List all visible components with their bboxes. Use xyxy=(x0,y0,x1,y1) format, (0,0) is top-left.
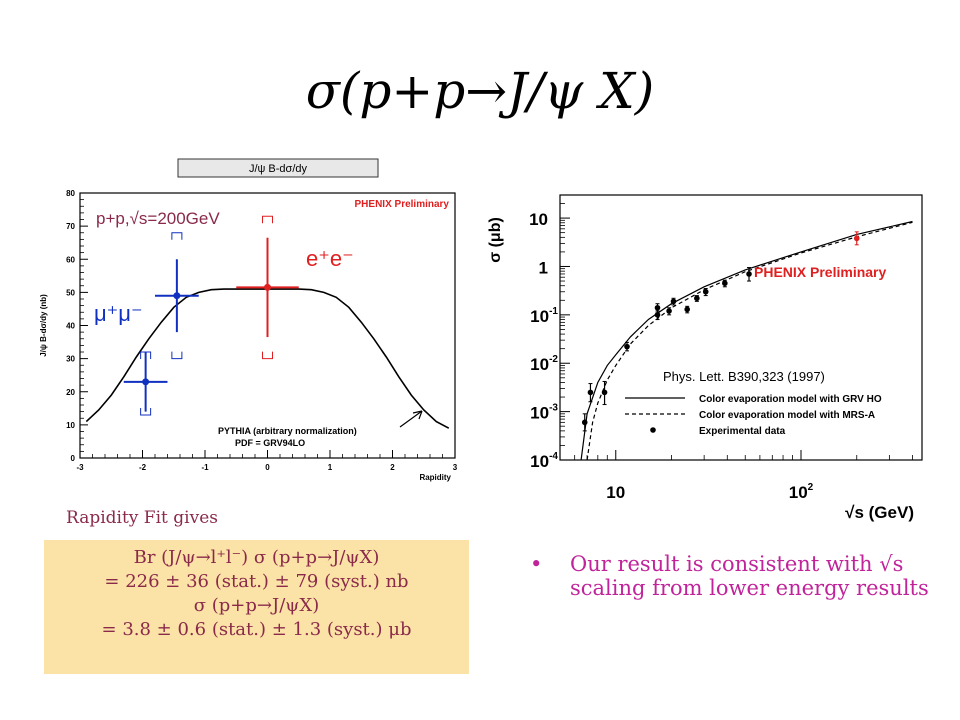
data-point xyxy=(173,292,181,300)
energy-label: p+p,√s=200GeV xyxy=(96,209,220,228)
y-tick-label: 30 xyxy=(66,355,75,364)
sys-bracket-top xyxy=(262,215,273,224)
data-point xyxy=(666,308,672,314)
y-tick-label: 10 xyxy=(66,421,75,430)
y-tick-label: 1 xyxy=(539,258,548,277)
fit-caption: Rapidity Fit gives xyxy=(66,508,218,528)
slide-title: σ(p+p→J/ψ X) xyxy=(305,62,655,120)
result-line: = 226 ± 36 (stat.) ± 79 (syst.) nb xyxy=(104,571,409,592)
plot-frame xyxy=(559,194,923,461)
y-tick-label: 0 xyxy=(71,454,76,463)
y-tick-label: 20 xyxy=(66,388,75,397)
x-tick-label: 0 xyxy=(265,463,270,472)
y-tick-label: 10 xyxy=(529,210,548,229)
mrs-a-curve xyxy=(586,221,913,461)
y-tick-label: 10-4 xyxy=(530,451,558,471)
x-tick-label: -3 xyxy=(76,463,84,472)
sys-bracket-bottom xyxy=(140,407,152,416)
sys-bracket-bottom xyxy=(171,351,183,360)
rapidity-chart-svg: J/ψ B-dσ/dy 0 10 20 30 40 50 60 70 80 -3 -2 -1 0 1 2 3Ra… xyxy=(39,158,458,482)
sys-bracket-top xyxy=(171,232,183,240)
data-point xyxy=(587,389,594,396)
y-tick-label: 10-1 xyxy=(530,306,558,326)
x-tick-label: 2 xyxy=(390,463,395,472)
y-tick-label: 80 xyxy=(66,189,75,198)
data-point xyxy=(142,378,150,386)
y-tick-label: 60 xyxy=(66,255,75,264)
energy-scaling-chart: 10 1 10-1 10-2 10-3 10-4 10 102 √s (GeV) σ (μb) PH… xyxy=(480,185,930,525)
pdf-label: PDF = GRV94LO xyxy=(235,438,305,448)
data-point xyxy=(581,419,588,426)
sys-bracket-bottom xyxy=(262,351,273,360)
reference-label: Phys. Lett. B390,323 (1997) xyxy=(663,369,825,384)
chart-title-box xyxy=(177,158,379,178)
preliminary-label: PHENIX Preliminary xyxy=(754,264,886,280)
x-tick-label: -1 xyxy=(201,463,209,472)
result-line: Br (J/ψ→l⁺l⁻) σ (p+p→J/ψX) xyxy=(133,547,380,568)
x-tick-label: 1 xyxy=(328,463,333,472)
data-point xyxy=(853,235,860,242)
result-line: = 3.8 ± 0.6 (stat.) ± 1.3 (syst.) μb xyxy=(101,619,412,640)
arrow-head-icon xyxy=(412,410,423,420)
result-box: Br (J/ψ→l⁺l⁻) σ (p+p→J/ψX) = 226 ± 36 (s… xyxy=(44,540,469,674)
legend-label: Color evaporation model with MRS-A xyxy=(699,410,875,421)
x-tick-label: -2 xyxy=(139,463,147,472)
data-point xyxy=(264,283,271,291)
legend-label: Experimental data xyxy=(699,426,786,437)
data-point xyxy=(654,304,661,311)
data-point xyxy=(722,280,728,287)
chart-title: J/ψ B-dσ/dy xyxy=(249,163,308,175)
y-axis-label: J/ψ B-dσ/dy (nb) xyxy=(39,294,48,357)
data-point xyxy=(746,271,752,277)
data-point xyxy=(624,343,630,350)
pythia-label: PYTHIA (arbitrary normalization) xyxy=(218,426,357,436)
x-tick-label: 10 xyxy=(606,483,625,502)
series-label-mumu: μ⁺μ⁻ xyxy=(94,301,143,326)
rapidity-chart: J/ψ B-dσ/dy 0 10 20 30 40 50 60 70 80 -3 -2 -1 0 1 2 3 Ra… xyxy=(30,155,470,500)
y-tick-label: 50 xyxy=(66,288,75,297)
x-tick-label: 102 xyxy=(789,482,814,502)
y-tick-label: 10-2 xyxy=(530,354,558,374)
y-tick-label: 10-3 xyxy=(530,403,558,423)
data-point xyxy=(684,306,690,313)
preliminary-label: PHENIX Preliminary xyxy=(355,199,450,210)
data-point xyxy=(702,288,709,295)
data-point xyxy=(670,298,677,305)
data-point xyxy=(654,312,661,318)
grv-ho-curve xyxy=(580,220,913,461)
bullet-dot-icon: • xyxy=(530,552,543,576)
data-point xyxy=(694,295,700,302)
bullet-text: Our result is consistent with √s scaling… xyxy=(570,552,929,600)
x-axis-label: Rapidity xyxy=(419,473,451,482)
legend-marker xyxy=(650,427,656,433)
legend-label: Color evaporation model with GRV HO xyxy=(699,394,882,405)
y-tick-label: 70 xyxy=(66,222,75,231)
y-tick-label: 40 xyxy=(66,322,75,331)
energy-scaling-chart-svg: 10 1 10-1 10-2 10-3 10-4 10 102 √s (GeV) σ (μb) PH… xyxy=(487,194,923,522)
result-line: σ (p+p→J/ψX) xyxy=(193,595,320,616)
x-tick-label: 3 xyxy=(453,463,458,472)
y-axis-label: σ (μb) xyxy=(487,217,504,263)
x-axis-label: √s (GeV) xyxy=(845,503,914,522)
data-point xyxy=(601,389,608,396)
series-label-ee: e⁺e⁻ xyxy=(306,246,354,271)
annotation-arrow xyxy=(399,410,423,428)
